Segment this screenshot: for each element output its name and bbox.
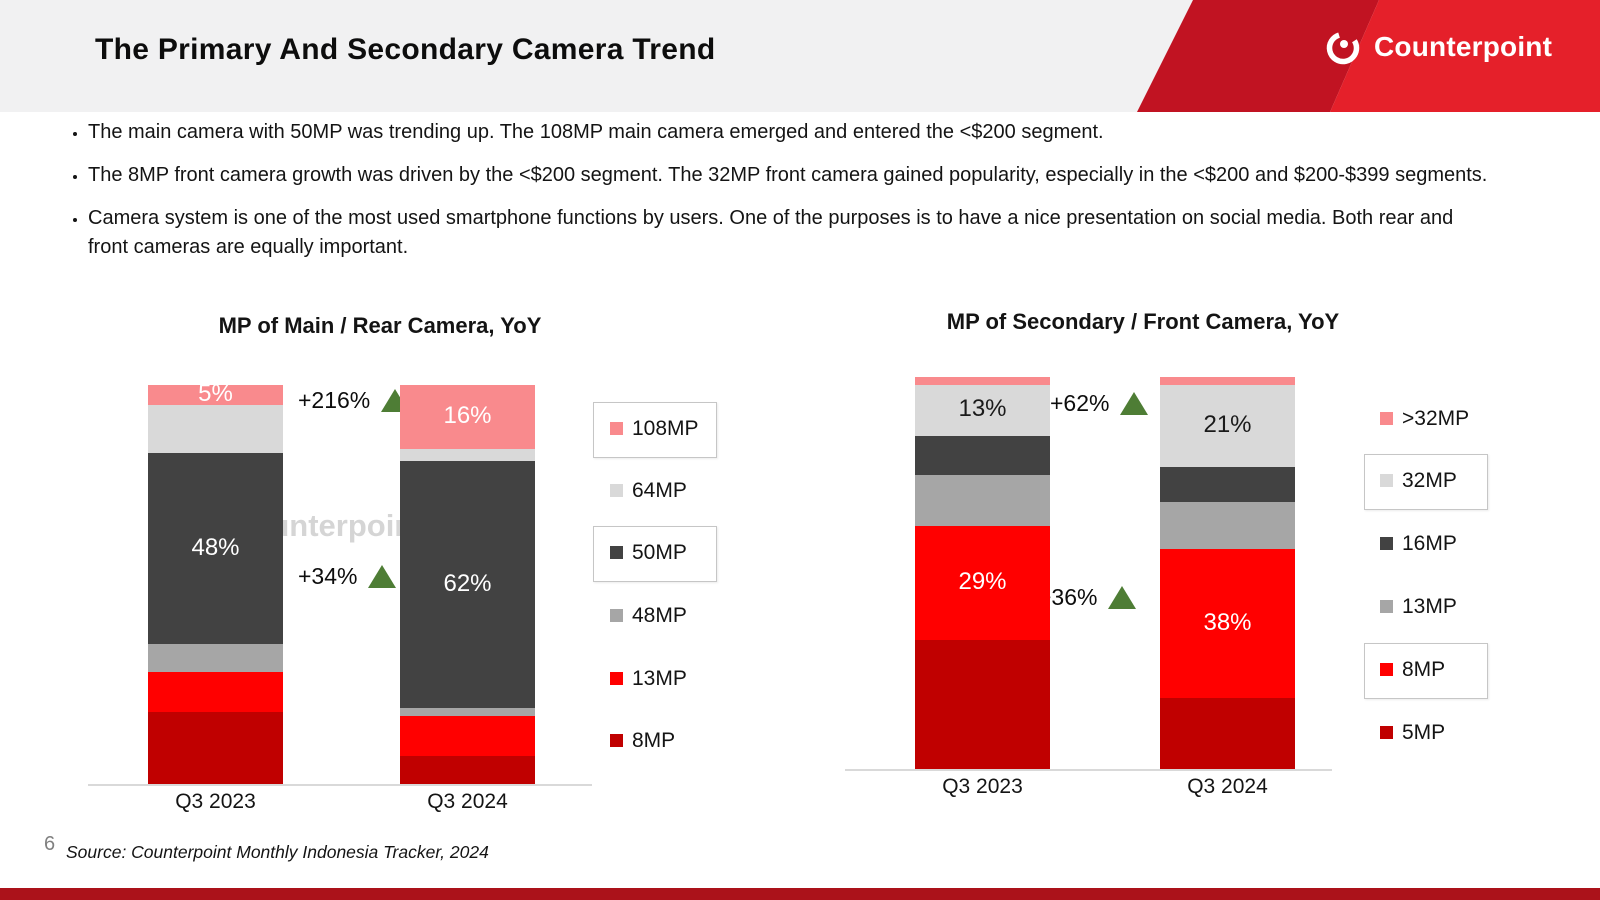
legend-swatch-13MP <box>1380 600 1393 613</box>
bullet-list: The main camera with 50MP was trending u… <box>66 118 1488 276</box>
segment-data-label: 16% <box>443 401 492 429</box>
x-axis-label: Q3 2024 <box>427 790 508 813</box>
bar-segment-32MP <box>915 384 1050 436</box>
bar-segment-13MP <box>148 672 283 713</box>
legend-swatch-16MP <box>1380 537 1393 550</box>
legend-swatch-48MP <box>610 609 623 622</box>
bar-segment-48MP <box>400 708 535 717</box>
growth-annotation: +36% <box>1038 584 1137 611</box>
legend-item->32MP: >32MP <box>1402 407 1470 430</box>
legend-item-108MP: 108MP <box>632 417 699 440</box>
bar-segment-50MP <box>400 460 535 709</box>
bar-segment-5MP <box>1160 698 1295 769</box>
legend-swatch->32MP <box>1380 412 1393 425</box>
growth-annotation: +34% <box>298 563 397 590</box>
legend-item-8MP: 8MP <box>632 729 676 752</box>
bar-segment->32MP <box>1160 377 1295 385</box>
bar-segment-50MP <box>148 452 283 645</box>
bar-segment-16MP <box>915 435 1050 475</box>
legend-item-64MP: 64MP <box>632 479 687 502</box>
legend-swatch-8MP <box>610 734 623 747</box>
legend-item-13MP: 13MP <box>1402 595 1457 618</box>
growth-annotation: +62% <box>1050 390 1149 417</box>
triangle-up-icon <box>1120 392 1149 415</box>
page-number: 6 <box>44 833 56 855</box>
legend-item-8MP: 8MP <box>1402 658 1446 681</box>
segment-data-label: 13% <box>958 395 1007 423</box>
bar-segment-8MP <box>915 525 1050 640</box>
brand-banner <box>1137 0 1600 112</box>
growth-annotation-text: +62% <box>1050 390 1110 416</box>
x-axis-label: Q3 2023 <box>942 775 1023 798</box>
legend-swatch-5MP <box>1380 726 1393 739</box>
growth-annotation: +216% <box>298 387 410 414</box>
bar-segment-8MP <box>400 756 535 784</box>
segment-data-label: 29% <box>958 567 1007 595</box>
segment-data-label: 62% <box>443 569 492 597</box>
segment-data-label: 48% <box>191 533 240 561</box>
legend-swatch-32MP <box>1380 474 1393 487</box>
bar-segment-64MP <box>400 448 535 461</box>
bar-segment-5MP <box>915 639 1050 769</box>
legend-item-50MP: 50MP <box>632 541 687 564</box>
banner-bright-stripe <box>1330 0 1600 112</box>
legend-swatch-64MP <box>610 484 623 497</box>
segment-data-label: 38% <box>1203 608 1252 636</box>
x-axis <box>88 784 592 786</box>
bullet-item: The 8MP front camera growth was driven b… <box>88 161 1488 190</box>
page-title: The Primary And Secondary Camera Trend <box>95 33 716 66</box>
bar-segment-13MP <box>1160 502 1295 550</box>
chart-title-front-camera: MP of Secondary / Front Camera, YoY <box>946 309 1340 334</box>
triangle-up-icon <box>368 565 397 588</box>
segment-data-label: 21% <box>1203 411 1252 438</box>
legend-item-5MP: 5MP <box>1402 721 1446 744</box>
growth-annotation-text: +34% <box>298 563 358 589</box>
bar-segment-16MP <box>1160 467 1295 503</box>
bar-segment-64MP <box>148 404 283 453</box>
bar-segment-13MP <box>915 475 1050 526</box>
banner-dark-stripe <box>1137 0 1379 112</box>
counterpoint-ring-icon <box>1326 31 1360 65</box>
footer-bar <box>0 888 1600 900</box>
bar-segment-8MP <box>1160 549 1295 699</box>
triangle-up-icon <box>1108 586 1137 609</box>
bar-segment-8MP <box>148 712 283 784</box>
legend-swatch-50MP <box>610 546 623 559</box>
growth-annotation-text: +216% <box>298 387 371 413</box>
brand-name: Counterpoint <box>1374 31 1553 62</box>
bar-segment->32MP <box>915 377 1050 385</box>
legend-item-48MP: 48MP <box>632 604 687 627</box>
bar-segment-48MP <box>148 644 283 673</box>
brand-logo: Counterpoint <box>1322 26 1552 68</box>
x-axis <box>845 769 1332 771</box>
x-axis-label: Q3 2023 <box>175 790 256 813</box>
bullet-item: Camera system is one of the most used sm… <box>88 204 1488 262</box>
bar-segment-32MP <box>1160 384 1295 468</box>
bar-segment-108MP <box>148 385 283 405</box>
legend-item-16MP: 16MP <box>1402 532 1457 555</box>
legend-swatch-13MP <box>610 672 623 685</box>
legend-item-32MP: 32MP <box>1402 469 1457 492</box>
chart-title-rear-camera: MP of Main / Rear Camera, YoY <box>218 313 542 338</box>
bar-segment-13MP <box>400 716 535 757</box>
legend-item-13MP: 13MP <box>632 667 687 690</box>
legend-swatch-8MP <box>1380 663 1393 676</box>
bar-segment-108MP <box>400 385 535 449</box>
bullet-item: The main camera with 50MP was trending u… <box>88 118 1488 147</box>
segment-data-label: 5% <box>198 379 233 407</box>
legend-swatch-108MP <box>610 422 623 435</box>
x-axis-label: Q3 2024 <box>1187 775 1268 798</box>
source-note: Source: Counterpoint Monthly Indonesia T… <box>66 842 489 862</box>
